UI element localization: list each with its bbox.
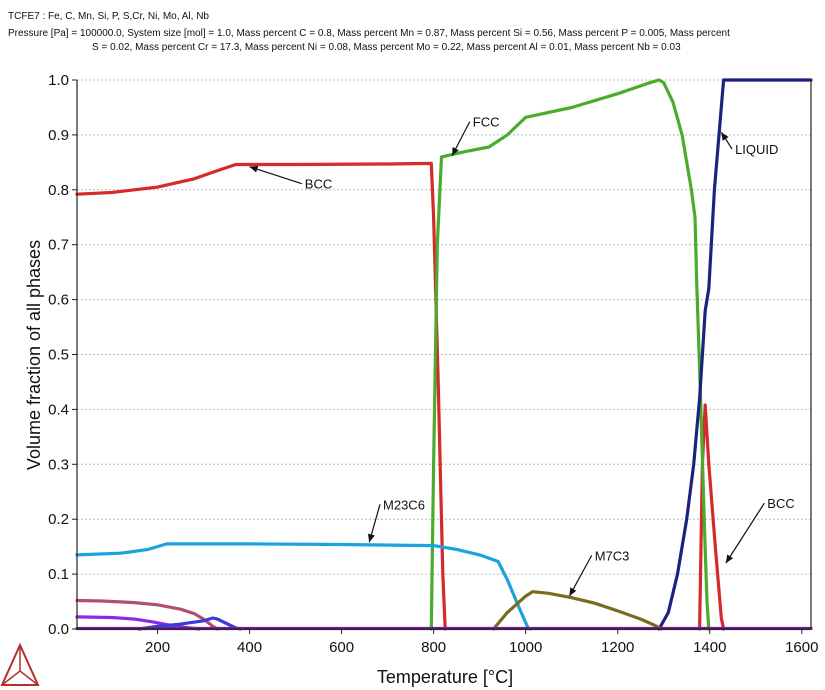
y-tick-label: 0.9 bbox=[48, 127, 69, 144]
header-conditions-line-2: S = 0.02, Mass percent Cr = 17.3, Mass p… bbox=[92, 42, 681, 53]
annotation-arrowhead bbox=[721, 132, 729, 141]
x-tick-label: 200 bbox=[145, 639, 170, 656]
annotation-label: FCC bbox=[473, 115, 500, 130]
annotation-leader bbox=[725, 502, 765, 564]
annotation-label: BCC bbox=[767, 496, 794, 511]
y-tick-label: 0.3 bbox=[48, 456, 69, 473]
x-tick-label: 1400 bbox=[693, 639, 726, 656]
annotation-leader bbox=[249, 166, 302, 185]
thermo-calc-logo-icon bbox=[0, 642, 40, 686]
x-tick-label: 1200 bbox=[601, 639, 634, 656]
y-tick-label: 0.0 bbox=[48, 621, 69, 638]
y-tick-label: 0.5 bbox=[48, 347, 69, 364]
header-conditions-line-1: Pressure [Pa] = 100000.0, System size [m… bbox=[8, 28, 730, 39]
annotation-arrowhead bbox=[452, 147, 459, 156]
annotation-label: M23C6 bbox=[383, 497, 425, 512]
annotation-label: M7C3 bbox=[595, 548, 630, 563]
annotation-label: LIQUID bbox=[735, 142, 778, 157]
annotation-arrowhead bbox=[569, 587, 577, 597]
y-tick-label: 0.6 bbox=[48, 292, 69, 309]
y-tick-label: 0.4 bbox=[48, 401, 69, 418]
annotation-arrowhead bbox=[249, 165, 259, 173]
x-tick-label: 800 bbox=[421, 639, 446, 656]
series-line-8 bbox=[137, 616, 242, 631]
tick-labels: 0.0 0.1 0.2 0.3 0.4 0.5 0.6 0.7 0.8 0.9 1.0 200 400 6… bbox=[48, 72, 818, 656]
x-axis-title: Temperature [°C] bbox=[377, 667, 513, 687]
y-tick-label: 0.8 bbox=[48, 182, 69, 199]
y-axis-title: Volume fraction of all phases bbox=[24, 240, 44, 470]
series-line-4 bbox=[75, 542, 532, 631]
y-tick-label: 0.7 bbox=[48, 237, 69, 254]
annotation-arrowhead bbox=[368, 533, 375, 543]
x-tick-label: 400 bbox=[237, 639, 262, 656]
x-tick-label: 600 bbox=[329, 639, 354, 656]
annotations: BCC FCC LIQUID M23C6 M7C3 BCC bbox=[249, 115, 795, 597]
y-tick-label: 0.1 bbox=[48, 566, 69, 583]
y-tick-label: 1.0 bbox=[48, 72, 69, 89]
y-tick-label: 0.2 bbox=[48, 511, 69, 528]
series-line-6 bbox=[75, 598, 219, 631]
axes bbox=[72, 79, 812, 634]
series-line-0 bbox=[75, 161, 447, 631]
series-line-5 bbox=[491, 590, 664, 631]
annotation-arrowhead bbox=[725, 554, 734, 564]
x-tick-label: 1000 bbox=[509, 639, 542, 656]
annotation-label: BCC bbox=[305, 177, 332, 192]
header-database-line: TCFE7 : Fe, C, Mn, Si, P, S,Cr, Ni, Mo, … bbox=[8, 11, 209, 22]
series-line-3 bbox=[657, 78, 813, 631]
series-lines bbox=[75, 78, 813, 631]
x-tick-label: 1600 bbox=[785, 639, 818, 656]
